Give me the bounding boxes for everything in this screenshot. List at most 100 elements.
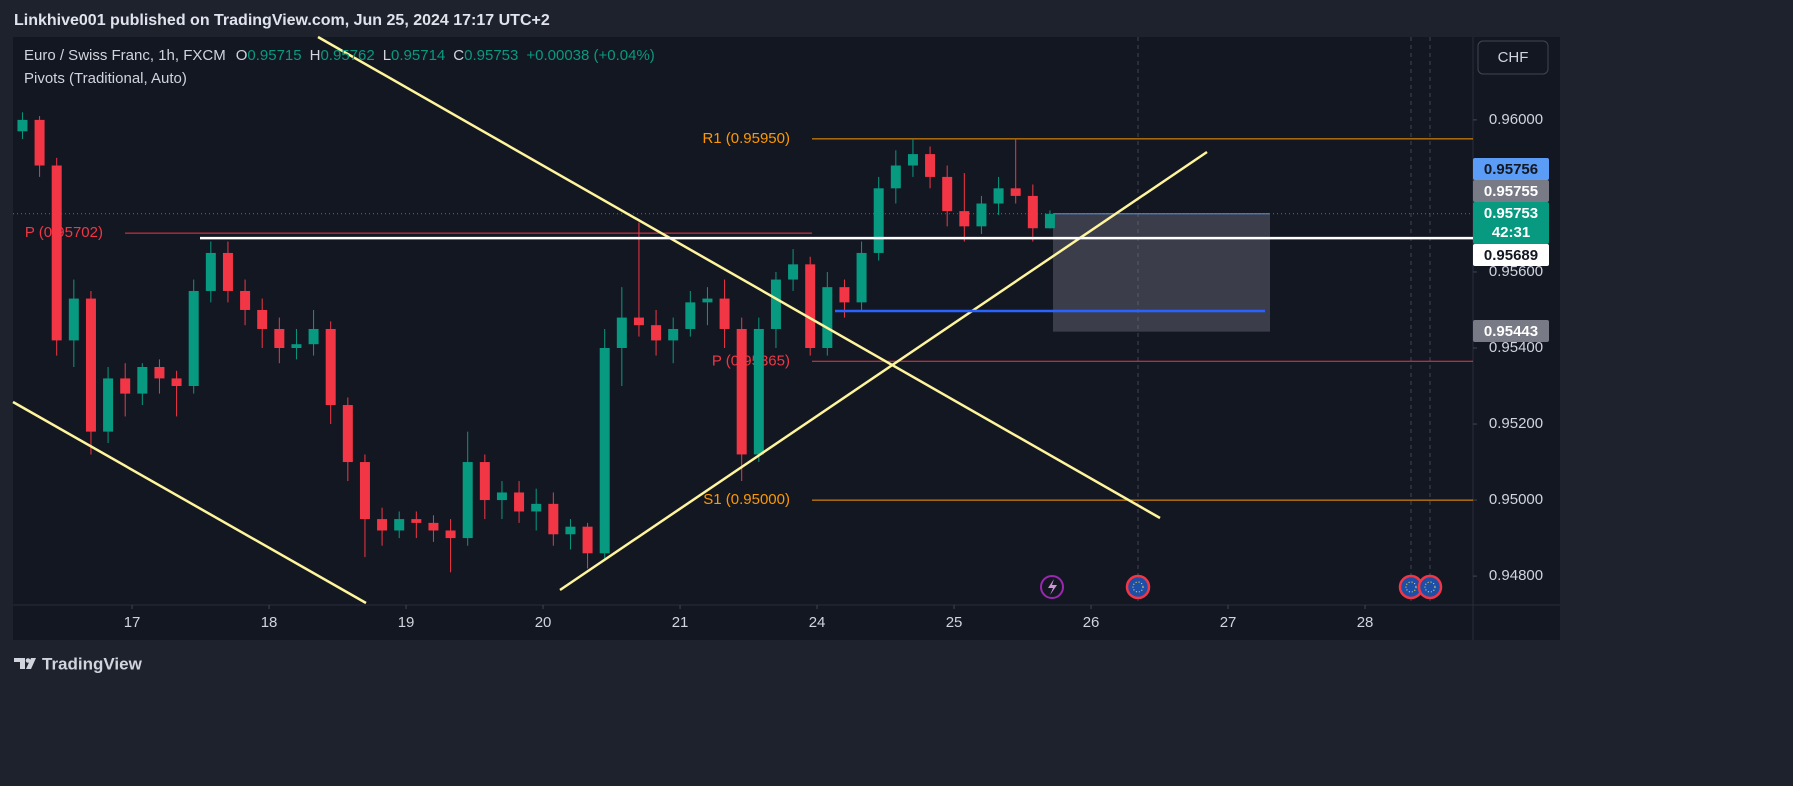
currency-button[interactable] [1477,40,1549,75]
candle-body [1010,188,1021,196]
price-tag-label: 0.95689 [1484,247,1538,264]
price-tag-label: 0.95443 [1484,323,1538,340]
candle-body [651,325,662,341]
candle-body [154,367,165,379]
candle-body [942,176,953,212]
candle-body [137,367,148,394]
currency-label: CHF [1498,49,1529,66]
candle-body [308,328,319,345]
x-tick-label: 25 [946,614,963,631]
lightning [1048,579,1057,595]
price-tag-label: 0.95755 [1484,183,1538,200]
x-tick-label: 26 [1083,614,1100,631]
candle-body [51,165,62,341]
candle-body [565,526,576,535]
x-tick-label: 18 [261,614,278,631]
price-tag [1473,180,1549,202]
x-tick-label: 24 [809,614,826,631]
eu-stars [1405,581,1417,593]
y-tick-label: 0.94800 [1489,567,1543,584]
eu-stars [1424,581,1436,593]
candle-body [736,328,747,455]
ohlc-key: H [310,47,321,64]
candle-body [222,252,233,291]
candle-body [770,279,781,329]
candle-body [359,462,370,520]
candle-body [171,378,182,387]
x-tick-label: 19 [398,614,415,631]
tv-logo [14,658,36,669]
countdown: 42:31 [1492,224,1530,241]
candle-body [377,519,388,531]
candle-body [753,328,764,455]
candle-body [188,290,199,387]
candle-body [582,526,593,554]
candle-body [907,154,918,166]
pivot-label: S1 (0.95000) [703,491,790,508]
ohlc-value: 0.95753 [464,47,518,64]
candle-body [633,317,644,326]
publisher-header: Linkhive001 published on TradingView.com… [14,12,550,29]
overlay-layer: 0.95756 0.95755 0.95753 42:31 0.95689 0.95443 [200,158,1549,342]
footer-brand: TradingView [42,654,143,673]
x-tick-label: 21 [672,614,689,631]
candle-body [411,519,422,523]
ohlc-key: L [383,47,391,64]
pivot-label: P (0.95365) [712,352,790,369]
candle-body [548,503,559,535]
candle-body [479,462,490,501]
candle-body [616,317,627,348]
chart-area [13,37,1560,640]
candle-body [993,188,1004,204]
price-tag [1473,320,1549,342]
x-tick-label: 20 [535,614,552,631]
ohlc-value: 0.95762 [320,47,374,64]
pivot-label: R1 (0.95950) [702,130,790,147]
trendlines [12,35,1265,605]
event-icons [1040,574,1443,600]
candle-body [702,298,713,303]
logo-dot [25,658,31,663]
candle-body [959,211,970,227]
candle-body [514,492,525,512]
x-tick-label: 28 [1357,614,1374,631]
y-tick-label: 0.95000 [1489,491,1543,508]
y-tick-label: 0.95600 [1489,263,1543,280]
symbol: Euro / Swiss Franc, 1h, FXCM [24,47,226,64]
position-box [1053,213,1270,332]
candle-body [890,165,901,189]
trendline [317,35,1161,520]
candle-body [257,309,268,329]
candle-body [17,119,28,132]
candle-body [873,188,884,253]
legend-line: Euro / Swiss Franc, 1h, FXCM O0.95715 H0.9… [24,47,655,64]
trendline [559,150,1208,592]
candle-body [34,119,45,166]
candle-body [788,264,799,280]
y-tick-label: 0.96000 [1489,111,1543,128]
candle-body [394,519,405,531]
candle-body [496,492,507,501]
candle-body [925,154,936,177]
y-tick-label: 0.95400 [1489,339,1543,356]
event-icon[interactable] [1125,574,1151,600]
pivot-label: P (0.95702) [25,224,103,241]
candle-body [805,264,816,348]
event-icon[interactable] [1417,574,1443,600]
candle-body [342,405,353,463]
x-tick-label: 17 [124,614,141,631]
candle-body [1044,213,1055,229]
logo-mark [14,658,36,669]
eu-stars [1132,581,1144,593]
price-tag-label: 0.95756 [1484,161,1538,178]
candle-body [976,203,987,227]
candle-body [531,503,542,512]
y-tick-label: 0.95200 [1489,415,1543,432]
price-tag [1473,202,1549,244]
candle-body [325,328,336,406]
event-lines [1137,37,1431,605]
candle-body [274,328,285,348]
candle-body [85,298,96,432]
